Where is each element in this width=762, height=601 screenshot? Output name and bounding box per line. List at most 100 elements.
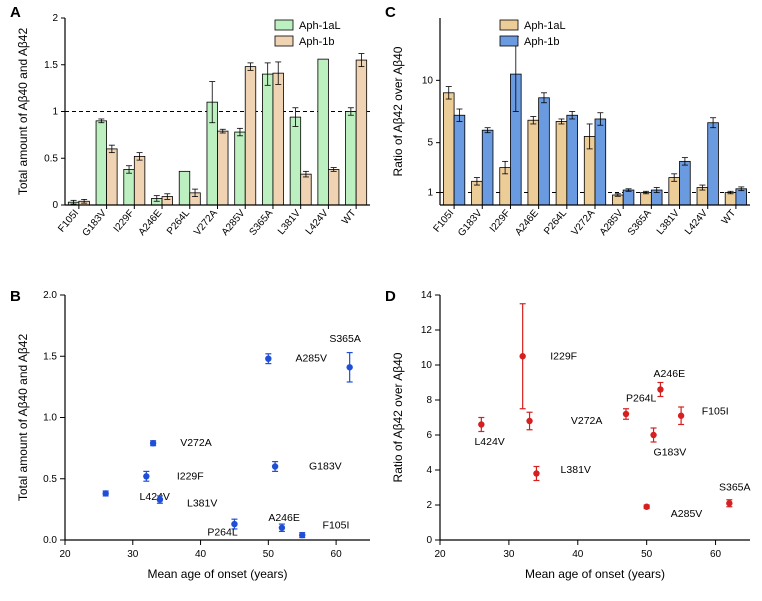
bar [725,193,736,205]
data-point [526,418,532,424]
svg-text:I229F: I229F [177,470,204,482]
svg-text:A246E: A246E [268,512,300,524]
panel-d-scatter: 203040506002468101214L424VI229FV272AL381… [385,285,760,595]
svg-text:5: 5 [427,138,433,149]
svg-text:0.5: 0.5 [43,474,57,485]
svg-text:A285V: A285V [220,208,248,238]
svg-text:L381V: L381V [655,208,682,237]
svg-text:A246E: A246E [137,208,165,238]
svg-text:I229F: I229F [112,208,137,235]
svg-text:L381V: L381V [187,497,217,509]
svg-text:A285V: A285V [671,508,703,520]
bar [708,123,719,205]
svg-text:I229F: I229F [488,208,513,235]
svg-text:F105I: F105I [702,405,729,417]
svg-text:P264L: P264L [165,208,192,238]
data-point [478,421,484,427]
bar [262,74,273,205]
data-point [678,413,684,419]
svg-text:Ratio of Aβ42 over Aβ40: Ratio of Aβ42 over Aβ40 [391,352,405,482]
svg-text:G183V: G183V [456,208,485,239]
bar [301,174,312,205]
data-point [157,496,163,502]
bar [539,98,550,205]
bar [107,149,118,205]
svg-text:40: 40 [195,549,207,560]
svg-text:1.0: 1.0 [43,413,57,424]
data-point [265,356,271,362]
svg-text:L424V: L424V [304,208,331,237]
svg-text:S365A: S365A [248,208,276,238]
svg-text:14: 14 [421,290,433,301]
bar [641,193,652,205]
bar [235,132,246,205]
svg-text:0: 0 [52,200,58,211]
svg-text:20: 20 [434,549,446,560]
panel-b-scatter: 20304050600.00.51.01.52.0L424VI229FV272A… [10,285,380,595]
svg-text:60: 60 [331,549,343,560]
panel-c-bar-chart: 1510F105IG183VI229FA246EP264LV272AA285VS… [385,0,760,280]
bar [179,171,190,205]
svg-text:F105I: F105I [323,519,350,531]
bar [595,119,606,205]
svg-text:A246E: A246E [513,208,541,238]
data-point [346,364,352,370]
bar [556,121,567,205]
svg-text:30: 30 [127,549,139,560]
svg-text:1: 1 [52,107,58,118]
svg-text:1.5: 1.5 [43,351,57,362]
bar [736,189,747,205]
bar [124,169,135,205]
svg-text:50: 50 [263,549,275,560]
svg-text:0.0: 0.0 [43,535,57,546]
svg-text:Aph-1aL: Aph-1aL [299,20,341,32]
svg-text:G183V: G183V [309,461,342,473]
svg-text:Mean age of onset (years): Mean age of onset (years) [525,567,665,581]
bar [443,93,454,205]
bar [273,73,284,205]
svg-text:Total amount of Aβ40 and Aβ42: Total amount of Aβ40 and Aβ42 [16,28,30,196]
svg-text:8: 8 [426,395,432,406]
svg-text:6: 6 [426,430,432,441]
svg-text:1.5: 1.5 [44,60,58,71]
svg-text:Aph-1aL: Aph-1aL [524,20,566,32]
data-point [519,353,525,359]
panel-a-bar-chart: 00.511.52F105IG183VI229FA246EP264LV272AA… [10,0,380,280]
legend: Aph-1aL Aph-1b [500,20,566,48]
svg-text:Mean age of onset (years): Mean age of onset (years) [147,567,287,581]
svg-text:V272A: V272A [192,208,220,238]
svg-text:A285V: A285V [598,208,626,238]
svg-text:I229F: I229F [550,350,577,362]
svg-text:P264L: P264L [542,208,569,238]
data-point [657,386,663,392]
data-point [533,470,539,476]
svg-text:F105I: F105I [432,208,457,235]
svg-text:V272A: V272A [180,437,212,449]
svg-text:L424V: L424V [683,208,710,237]
bar [528,120,539,205]
svg-text:10: 10 [421,360,433,371]
svg-text:S365A: S365A [719,482,751,494]
svg-text:L381V: L381V [276,208,303,237]
svg-text:V272A: V272A [570,208,598,238]
svg-text:L424V: L424V [474,436,504,448]
data-point [726,500,732,506]
svg-text:4: 4 [426,465,432,476]
svg-text:F105I: F105I [56,208,81,235]
bar [218,131,229,205]
svg-text:P264L: P264L [207,527,238,539]
svg-text:Aph-1b: Aph-1b [524,36,559,48]
svg-text:WT: WT [720,208,738,227]
data-point [150,440,156,446]
bar [623,190,634,205]
svg-text:2.0: 2.0 [43,290,57,301]
svg-text:V272A: V272A [571,415,603,427]
data-point [143,473,149,479]
data-point [272,463,278,469]
svg-text:1: 1 [427,188,433,199]
svg-text:L381V: L381V [561,464,591,476]
svg-text:A246E: A246E [654,368,686,380]
svg-text:2: 2 [52,13,58,24]
svg-text:Total amount of Aβ40 and Aβ42: Total amount of Aβ40 and Aβ42 [16,334,30,502]
bar [482,130,493,205]
